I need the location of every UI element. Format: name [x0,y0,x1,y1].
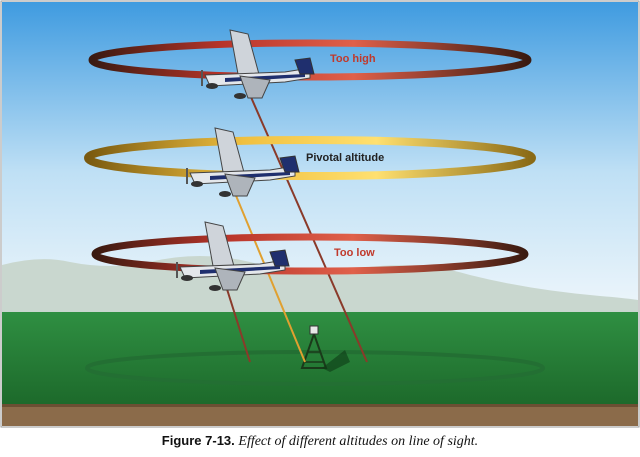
line-of-sight-diagram: Too high Pivotal altitude Too low [0,0,640,428]
ring-pivotal-altitude: Pivotal altitude [84,136,536,180]
airplane-icon [186,127,300,197]
ring-label-too-high: Too high [330,53,376,65]
soil-strip [2,404,638,426]
figure-number: Figure 7-13. [161,433,235,448]
figure-caption: Figure 7-13. Effect of different altitud… [0,433,640,450]
ring-label-too-low: Too low [334,247,375,259]
sight-line-too-low [225,285,251,363]
airplane-icon [176,221,290,291]
sight-line-too-high [246,87,368,363]
soil-edge [2,404,638,407]
caption-text: Effect of different altitudes on line of… [238,434,479,449]
hills [2,256,638,312]
ring-too-low: Too low [91,233,529,275]
ground [2,312,638,404]
airplane-icon [201,29,315,99]
pylon-icon [300,325,350,372]
figure-border [0,0,640,428]
ring-label-pivotal: Pivotal altitude [306,152,384,164]
